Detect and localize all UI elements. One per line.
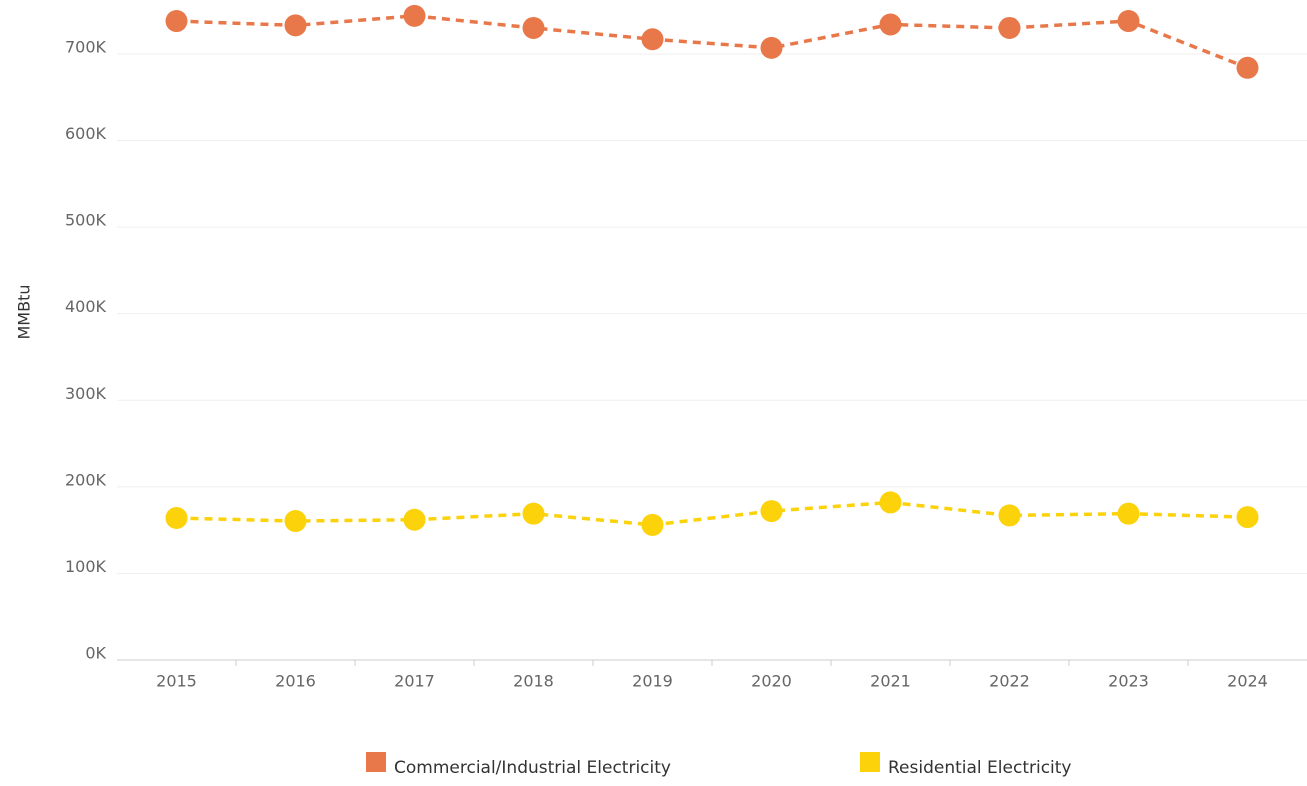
y-tick-label: 500K — [65, 211, 107, 230]
series-line — [176, 14, 1249, 70]
y-axis-title: MMBtu — [15, 285, 34, 340]
data-point — [522, 502, 545, 525]
y-tick-label: 0K — [85, 644, 106, 663]
x-tick-label: 2019 — [632, 672, 673, 691]
series-line — [176, 500, 1248, 527]
y-tick-label: 700K — [65, 37, 107, 56]
data-point — [403, 4, 426, 27]
data-point — [165, 507, 188, 530]
y-tick-label: 400K — [65, 297, 107, 316]
y-tick-label: 600K — [65, 124, 107, 143]
data-point — [760, 36, 783, 59]
data-point — [522, 16, 545, 39]
data-point — [998, 16, 1021, 39]
data-point — [1117, 502, 1140, 525]
data-point — [760, 500, 783, 523]
data-point — [165, 10, 188, 33]
x-tick-label: 2020 — [751, 672, 792, 691]
x-tick-label: 2024 — [1227, 672, 1268, 691]
x-tick-label: 2015 — [156, 672, 197, 691]
data-point — [879, 491, 902, 514]
data-point — [284, 510, 307, 533]
legend-swatch — [366, 752, 386, 772]
data-point — [998, 504, 1021, 527]
data-point — [1117, 10, 1140, 33]
data-point — [879, 13, 902, 36]
legend-label: Commercial/Industrial Electricity — [394, 758, 671, 778]
y-tick-label: 200K — [65, 470, 107, 489]
data-point — [403, 508, 426, 531]
data-point — [1236, 56, 1259, 79]
x-tick-label: 2021 — [870, 672, 911, 691]
data-point — [284, 14, 307, 37]
data-point — [641, 513, 664, 536]
legend-swatch — [860, 752, 880, 772]
y-tick-label: 100K — [65, 557, 107, 576]
x-tick-label: 2017 — [394, 672, 435, 691]
x-tick-label: 2022 — [989, 672, 1030, 691]
y-tick-label: 300K — [65, 384, 107, 403]
x-tick-label: 2016 — [275, 672, 316, 691]
data-point — [1236, 506, 1259, 529]
x-tick-label: 2023 — [1108, 672, 1149, 691]
data-point — [641, 28, 664, 51]
x-tick-label: 2018 — [513, 672, 554, 691]
legend-label: Residential Electricity — [888, 758, 1072, 778]
